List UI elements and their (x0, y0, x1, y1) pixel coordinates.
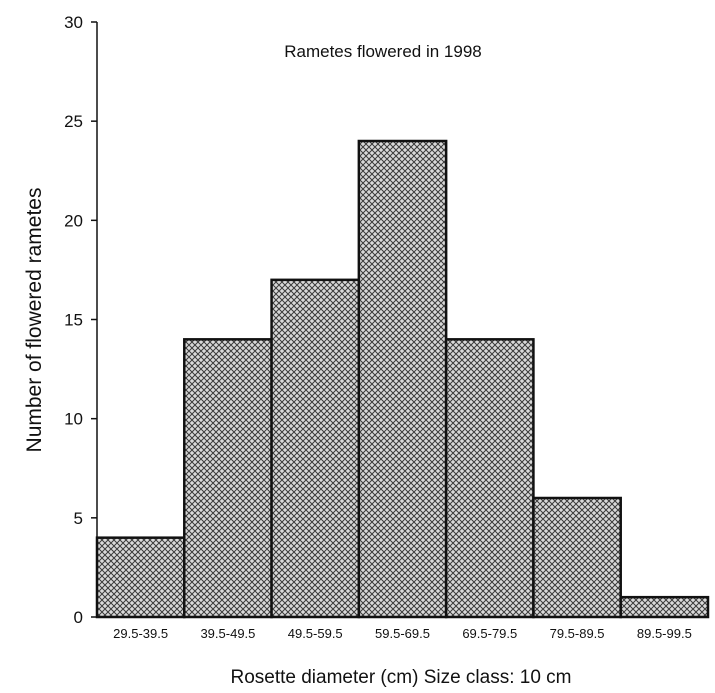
x-tick-label: 29.5-39.5 (113, 626, 168, 641)
y-tick-label: 20 (64, 211, 83, 230)
bar-79.5-89.5 (532, 496, 622, 619)
y-tick-label: 25 (64, 112, 83, 131)
y-axis: 0 5 10 15 20 25 30 (64, 13, 98, 627)
x-axis-title: Rosette diameter (cm) Size class: 10 cm (230, 667, 571, 688)
y-tick-label: 0 (74, 608, 83, 627)
bar-89.5-99.5 (619, 595, 710, 619)
bar-69.5-79.5 (444, 338, 535, 619)
bar-39.5-49.5 (183, 338, 273, 619)
x-tick-label: 59.5-69.5 (375, 626, 430, 641)
x-tick-label: 79.5-89.5 (550, 626, 605, 641)
y-tick-label: 5 (74, 509, 83, 528)
x-tick-label: 69.5-79.5 (462, 626, 517, 641)
y-tick-label: 15 (64, 311, 83, 330)
y-axis-title: Number of flowered rametes (23, 188, 46, 453)
x-axis: 29.5-39.5 39.5-49.5 49.5-59.5 59.5-69.5 69.5… (97, 616, 708, 641)
x-tick-label: 39.5-49.5 (200, 626, 255, 641)
chart-title: Rametes flowered in 1998 (284, 42, 482, 61)
y-tick-label: 30 (64, 13, 83, 32)
bar-29.5-39.5 (95, 536, 186, 619)
bar-49.5-59.5 (270, 278, 361, 619)
x-tick-label: 89.5-99.5 (637, 626, 692, 641)
bars-group (95, 139, 710, 619)
bar-59.5-69.5 (357, 139, 448, 619)
y-tick-label: 10 (64, 410, 83, 429)
x-tick-label: 49.5-59.5 (288, 626, 343, 641)
